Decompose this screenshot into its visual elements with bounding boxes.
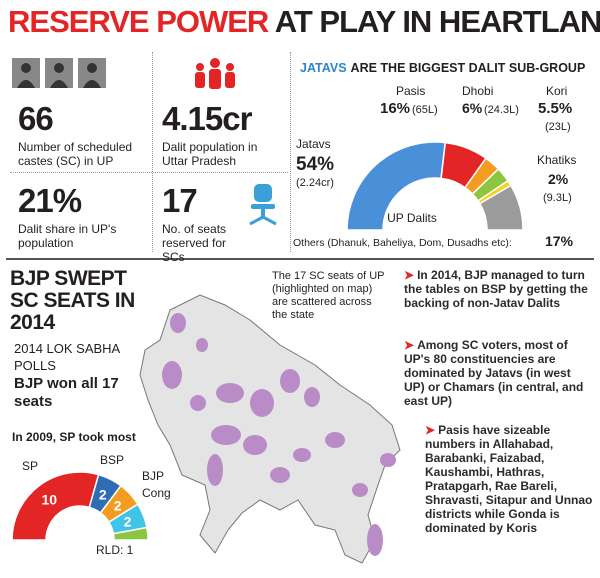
- donut-segment: [464, 157, 500, 196]
- map-note: The 17 SC seats of UP (highlighted on ma…: [272, 270, 385, 321]
- value-label: 10: [41, 491, 57, 507]
- donut-segment: [346, 141, 447, 231]
- stat-value: 17: [162, 182, 198, 219]
- population-label: (23L): [545, 121, 571, 133]
- population-label: (24.3L): [484, 104, 519, 116]
- stat-value: 4.15cr: [162, 100, 252, 137]
- value-label: 5.5%: [538, 100, 572, 117]
- title-highlight: JATAVS: [300, 61, 347, 75]
- value-label: 6%: [462, 100, 483, 116]
- stat-label: No. of seats reserved for SCs: [162, 222, 227, 264]
- people-icons: [12, 58, 106, 88]
- donut-segment: [88, 473, 123, 514]
- segment-name: Pasis: [396, 84, 425, 98]
- population-label: (65L): [412, 104, 438, 116]
- value-label: 2%: [548, 171, 569, 187]
- value-label: 2: [114, 498, 122, 514]
- segment-name: Kori: [546, 84, 567, 98]
- stat-label: Number of scheduled castes (SC) in UP: [18, 140, 133, 168]
- donut-segment: [471, 167, 509, 202]
- divider: [290, 52, 291, 252]
- bullet: ➤ In 2014, BJP managed to turn the tables…: [404, 268, 588, 310]
- donut-segment: [440, 141, 487, 189]
- center-label: UP Dalits: [387, 211, 437, 225]
- headline-red: RESERVE POWER: [8, 4, 269, 39]
- segment-name: Khatiks: [537, 153, 576, 167]
- stat-value: 66: [18, 100, 54, 137]
- title-rest: ARE THE BIGGEST DALIT SUB-GROUP: [351, 61, 586, 75]
- value-label: 2: [99, 486, 107, 502]
- divider: [6, 258, 594, 260]
- up-map: [139, 294, 401, 564]
- bullet: ➤ Among SC voters, most of UP's 80 consti…: [404, 338, 584, 408]
- headline: RESERVE POWER AT PLAY IN HEARTLAND: [8, 4, 600, 40]
- bullet-text: Pasis have sizeable numbers in Allahabad…: [425, 423, 593, 535]
- segment-name: Others (Dhanuk, Baheliya, Dom, Dusadhs e…: [293, 237, 512, 249]
- stat-label: Dalit share in UP's population: [18, 222, 117, 250]
- value-label: 16%: [380, 100, 410, 117]
- segment-name: Jatavs: [296, 137, 331, 151]
- chart-title: JATAVS ARE THE BIGGEST DALIT SUB-GROUP: [300, 61, 585, 75]
- bullet-text: Among SC voters, most of UP's 80 constit…: [404, 338, 584, 408]
- population-icon: [195, 58, 235, 89]
- population-label: (9.3L): [543, 192, 572, 204]
- highlight: BJP won all 17 seats: [14, 375, 119, 410]
- subtitle: 2014 LOK SABHA POLLS: [14, 341, 120, 373]
- value-label: 17%: [545, 233, 574, 249]
- bullet: ➤ Pasis have sizeable numbers in Allahaba…: [425, 423, 593, 535]
- value-label: 54%: [296, 154, 334, 175]
- segment-name: BSP: [100, 453, 124, 467]
- section-title: BJP SWEPT SC SEATS IN 2014: [10, 267, 135, 334]
- donut-segment: [478, 184, 524, 231]
- population-label: (2.24cr): [296, 177, 334, 189]
- chair-icon: [249, 184, 277, 226]
- chart-title: In 2009, SP took most: [12, 430, 136, 444]
- bullet-text: In 2014, BJP managed to turn the tables …: [404, 268, 588, 310]
- donut-segment: [477, 179, 512, 205]
- stat-value: 21%: [18, 182, 82, 219]
- divider: [152, 52, 153, 252]
- stat-label: Dalit population in Uttar Pradesh: [162, 140, 258, 168]
- segment-name: SP: [22, 459, 38, 473]
- segment-name: Dhobi: [462, 84, 493, 98]
- value-label: RLD: 1: [96, 543, 134, 557]
- headline-black: AT PLAY IN HEARTLAND: [274, 4, 600, 39]
- donut-segment: [11, 471, 100, 541]
- divider: [10, 172, 288, 173]
